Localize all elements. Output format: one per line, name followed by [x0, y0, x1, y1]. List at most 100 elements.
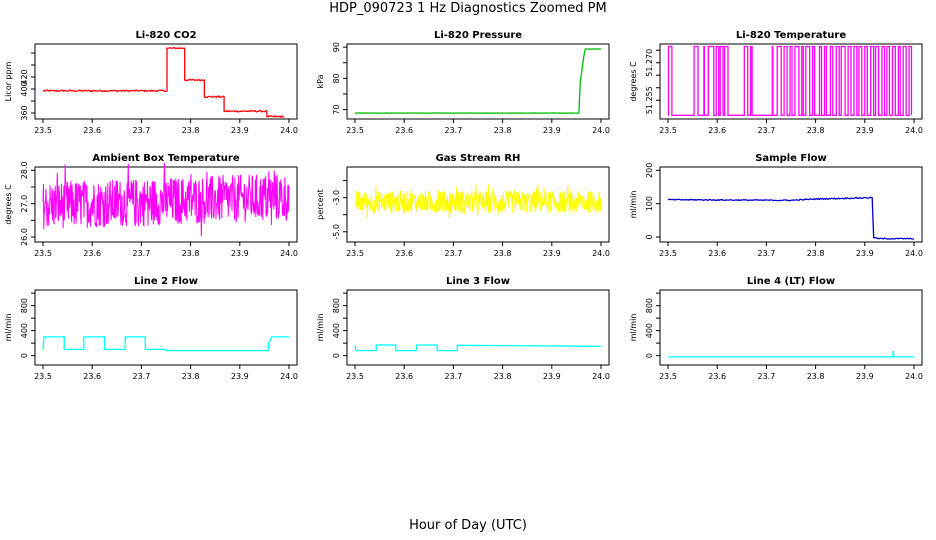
x-tick-label: 23.9 — [856, 372, 874, 381]
x-tick-label: 23.5 — [659, 249, 677, 258]
x-tick-label: 23.7 — [444, 126, 462, 135]
y-tick-label: 0 — [645, 353, 654, 358]
x-tick-label: 23.8 — [182, 126, 200, 135]
x-tick-label: 23.9 — [231, 372, 249, 381]
y-tick-label: 800 — [20, 298, 29, 313]
y-axis-label: ml/min — [316, 314, 325, 342]
x-tick-label: 23.9 — [543, 372, 561, 381]
y-tick-label: 51.270 — [645, 49, 654, 77]
x-tick-label: 23.6 — [83, 372, 101, 381]
panel-3: Li-820 Temperature 23.5 23.6 23.7 23.8 23.9 24… — [629, 30, 923, 135]
x-tick-label: 23.8 — [494, 249, 512, 258]
y-tick-label: 360 — [20, 105, 29, 120]
x-tick-label: 24.0 — [905, 249, 923, 258]
x-tick-label: 23.9 — [543, 126, 561, 135]
plot-frame — [346, 289, 610, 366]
y-tick-label: 100 — [645, 196, 654, 211]
panel-6: Sample Flow 23.5 23.6 23.7 23.8 23.9 24.0 0 100 2… — [629, 153, 923, 258]
x-tick-label: 24.0 — [905, 372, 923, 381]
panel-title: Line 2 Flow — [134, 276, 198, 287]
x-tick-label: 24.0 — [280, 372, 298, 381]
y-tick-label: 70 — [332, 105, 341, 115]
x-tick-label: 23.8 — [494, 372, 512, 381]
panel-8: Line 3 Flow 23.5 23.6 23.7 23.8 23.9 24.0 0 400 8… — [316, 276, 610, 381]
series-line — [354, 48, 602, 114]
x-tick-label: 23.7 — [757, 372, 775, 381]
panel-4: Ambient Box Temperature 23.5 23.6 23.7 23.8 2… — [4, 153, 298, 258]
panel-title: Gas Stream RH — [436, 153, 521, 164]
y-tick-label: 28.0 — [20, 161, 29, 179]
y-tick-label: -5.0 — [332, 224, 341, 240]
x-tick-label: 23.5 — [346, 372, 364, 381]
series-line — [354, 184, 602, 219]
y-tick-label: 80 — [332, 73, 341, 83]
plot-frame — [34, 166, 298, 243]
y-tick-label: -3.0 — [332, 190, 341, 206]
y-tick-label: 0 — [20, 353, 29, 358]
x-tick-label: 23.6 — [83, 126, 101, 135]
series-line — [667, 196, 915, 240]
series-line — [668, 350, 914, 358]
x-tick-label: 23.6 — [395, 126, 413, 135]
x-tick-label: 23.6 — [83, 249, 101, 258]
plot-frame — [346, 43, 610, 120]
y-tick-label: 200 — [645, 163, 654, 178]
series-line — [42, 162, 290, 237]
x-tick-label: 24.0 — [592, 249, 610, 258]
panel-2: Li-820 Pressure 23.5 23.6 23.7 23.8 23.9 24.0 7… — [316, 30, 610, 135]
y-tick-label: 90 — [332, 42, 341, 52]
y-tick-label: 51.255 — [645, 86, 654, 114]
y-axis-label: Licor ppm — [4, 61, 13, 101]
x-tick-label: 23.6 — [708, 249, 726, 258]
x-tick-label: 23.7 — [757, 249, 775, 258]
y-tick-label: 0 — [645, 234, 654, 239]
plot-frame — [659, 43, 923, 120]
x-tick-label: 23.7 — [444, 249, 462, 258]
x-tick-label: 23.8 — [807, 126, 825, 135]
x-tick-label: 23.5 — [346, 249, 364, 258]
x-tick-label: 23.6 — [708, 126, 726, 135]
x-tick-label: 24.0 — [905, 126, 923, 135]
x-tick-label: 23.5 — [34, 249, 52, 258]
shared-x-axis-label: Hour of Day (UTC) — [409, 518, 527, 533]
panel-title: Ambient Box Temperature — [92, 153, 239, 164]
x-tick-label: 23.9 — [543, 249, 561, 258]
panel-7: Line 2 Flow 23.5 23.6 23.7 23.8 23.9 24.0 0 400 8… — [4, 276, 298, 381]
y-tick-label: 400 — [645, 323, 654, 338]
y-tick-label: 800 — [332, 298, 341, 313]
x-tick-label: 24.0 — [280, 249, 298, 258]
x-tick-label: 23.8 — [182, 249, 200, 258]
series-line — [42, 46, 285, 119]
y-axis-label: percent — [316, 189, 325, 220]
y-tick-label: 27.0 — [20, 195, 29, 213]
y-tick-label: 400 — [20, 323, 29, 338]
x-tick-label: 23.8 — [807, 249, 825, 258]
series-line — [42, 336, 289, 352]
x-tick-label: 23.5 — [346, 126, 364, 135]
x-tick-label: 23.8 — [182, 372, 200, 381]
y-axis-label: ml/min — [4, 314, 13, 342]
x-tick-label: 23.7 — [757, 126, 775, 135]
x-tick-label: 23.5 — [34, 126, 52, 135]
x-tick-label: 23.9 — [856, 249, 874, 258]
x-tick-label: 23.8 — [494, 126, 512, 135]
panel-title: Line 4 (LT) Flow — [747, 276, 835, 287]
y-axis-label: ml/min — [629, 191, 638, 219]
panel-title: Sample Flow — [755, 153, 827, 164]
y-tick-label: 26.0 — [20, 228, 29, 246]
plot-frame — [659, 166, 923, 243]
x-tick-label: 23.9 — [231, 126, 249, 135]
y-axis-label: ml/min — [629, 314, 638, 342]
series-line — [354, 344, 602, 352]
x-tick-label: 23.9 — [856, 126, 874, 135]
x-tick-label: 24.0 — [592, 126, 610, 135]
panel-title: Li-820 Pressure — [434, 30, 522, 41]
x-tick-label: 24.0 — [592, 372, 610, 381]
y-tick-label: 420 — [20, 69, 29, 84]
x-tick-label: 23.6 — [395, 372, 413, 381]
panel-title: Line 3 Flow — [446, 276, 510, 287]
x-tick-label: 23.5 — [659, 372, 677, 381]
panel-title: Li-820 Temperature — [736, 30, 846, 41]
plot-frame — [34, 43, 298, 120]
